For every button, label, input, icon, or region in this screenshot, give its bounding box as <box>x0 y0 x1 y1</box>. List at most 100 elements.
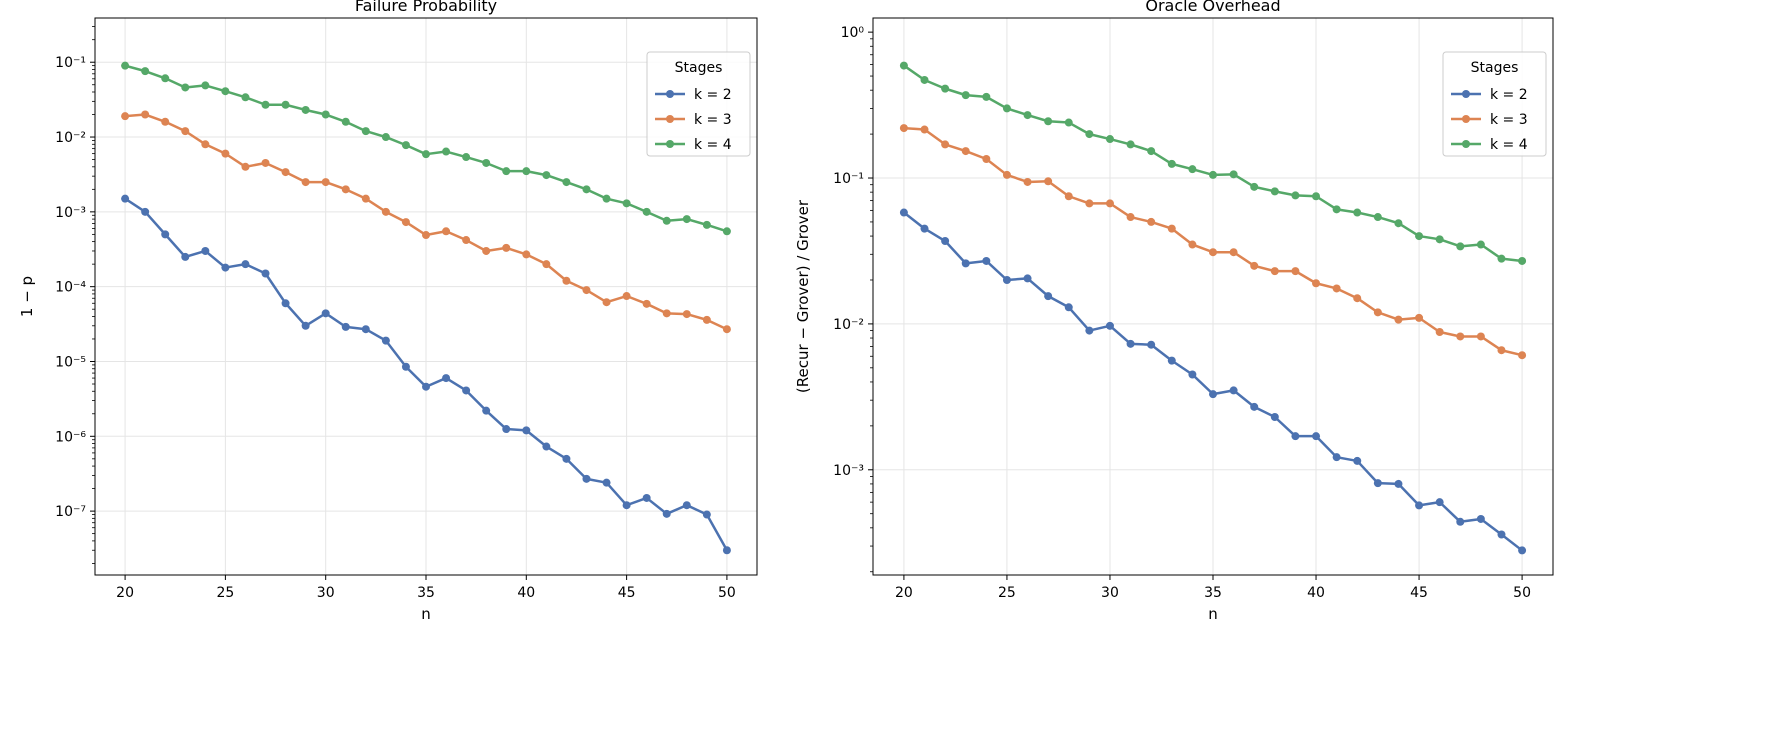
data-point-k4 <box>361 127 370 136</box>
data-point-k3 <box>401 218 410 227</box>
data-point-k4 <box>201 81 210 90</box>
data-point-k2 <box>442 374 451 383</box>
data-point-k4 <box>1476 240 1485 249</box>
data-point-k3 <box>462 236 471 245</box>
data-point-k4 <box>1209 170 1217 179</box>
data-point-k2 <box>662 509 671 518</box>
data-point-k4 <box>1167 159 1176 168</box>
data-point-k3 <box>1209 248 1217 257</box>
data-point-k4 <box>1456 242 1465 251</box>
data-point-k4 <box>1023 111 1032 120</box>
chart-0: 20 25 30 35 40 45 50 10⁻⁷ 10⁻⁶ 10⁻⁵ 10⁻⁴ 10⁻³ 10⁻² 10… <box>18 0 758 623</box>
data-point-k2 <box>201 246 210 255</box>
data-point-k2 <box>1064 303 1073 312</box>
data-point-k4 <box>221 87 230 96</box>
data-point-k3 <box>622 292 631 301</box>
data-point-k4 <box>961 91 970 100</box>
y-tick-label: 10⁻¹ <box>55 55 86 71</box>
data-point-k4 <box>1435 235 1444 244</box>
data-point-k2 <box>1373 479 1382 488</box>
data-point-k4 <box>1147 147 1156 156</box>
data-point-k2 <box>1435 498 1444 507</box>
data-point-k3 <box>1394 315 1403 324</box>
data-point-k4 <box>1229 170 1238 179</box>
data-point-k3 <box>181 127 190 136</box>
legend-marker-k3 <box>1462 115 1470 123</box>
data-point-k3 <box>1435 328 1444 337</box>
x-tick-label: 20 <box>116 585 134 601</box>
data-point-k4 <box>502 167 511 176</box>
data-point-k4 <box>381 133 390 142</box>
data-point-k3 <box>1105 199 1114 208</box>
data-point-k3 <box>1518 351 1527 360</box>
data-point-k4 <box>982 92 991 101</box>
data-point-k2 <box>1497 530 1506 539</box>
data-point-k4 <box>482 158 491 167</box>
legend-marker-k3 <box>666 115 674 123</box>
data-point-k3 <box>1064 192 1073 201</box>
x-tick-label: 50 <box>718 585 736 601</box>
data-point-k2 <box>1209 390 1217 399</box>
data-point-k4 <box>1332 205 1341 214</box>
data-point-k2 <box>1394 479 1403 488</box>
data-point-k4 <box>141 67 150 76</box>
data-point-k3 <box>301 178 310 187</box>
data-point-k3 <box>502 243 511 252</box>
data-point-k3 <box>542 260 551 269</box>
legend-title: Stages <box>1471 60 1519 76</box>
data-point-k3 <box>1415 313 1424 322</box>
x-axis-label: n <box>421 605 431 623</box>
data-point-k2 <box>121 194 130 203</box>
data-point-k2 <box>261 269 270 278</box>
data-point-k2 <box>301 321 310 330</box>
x-tick-label: 45 <box>1410 585 1428 601</box>
data-point-k2 <box>562 454 571 463</box>
data-point-k2 <box>1456 517 1465 526</box>
legend-label: k = 3 <box>1490 112 1528 128</box>
y-axis-label: 1 − p <box>18 276 36 317</box>
y-tick-label: 10⁻¹ <box>833 171 864 187</box>
legend: Stages k = 2 k = 3 k = 4 <box>646 51 751 157</box>
data-point-k2 <box>941 237 950 246</box>
data-point-k2 <box>1332 453 1341 462</box>
data-point-k2 <box>522 426 531 435</box>
data-point-k4 <box>1518 256 1527 265</box>
x-tick-label: 30 <box>1101 585 1119 601</box>
legend-marker-k4 <box>1462 140 1470 148</box>
data-point-k3 <box>1002 170 1011 179</box>
data-point-k2 <box>961 259 970 268</box>
data-point-k2 <box>1126 339 1135 348</box>
data-point-k4 <box>1044 117 1053 126</box>
data-point-k2 <box>722 546 731 555</box>
data-point-k4 <box>1126 140 1135 149</box>
data-point-k2 <box>1250 402 1259 411</box>
y-axis-label: (Recur − Grover) / Grover <box>794 199 812 393</box>
data-point-k3 <box>1497 346 1506 355</box>
legend-marker-k4 <box>666 140 674 148</box>
data-point-k2 <box>1415 501 1424 510</box>
data-point-k3 <box>161 117 170 126</box>
data-point-k4 <box>582 185 591 194</box>
data-point-k3 <box>321 178 330 187</box>
data-point-k4 <box>1105 135 1114 144</box>
data-point-k2 <box>181 252 190 261</box>
data-point-k3 <box>682 310 691 319</box>
data-point-k3 <box>920 125 929 134</box>
data-point-k3 <box>982 155 991 164</box>
data-point-k4 <box>1188 165 1197 174</box>
data-point-k2 <box>920 224 929 233</box>
data-point-k4 <box>161 74 170 83</box>
legend: Stages k = 2 k = 3 k = 4 <box>1442 51 1547 157</box>
data-point-k4 <box>1415 232 1424 241</box>
x-axis-label: n <box>1208 605 1218 623</box>
data-point-k2 <box>381 336 390 345</box>
data-point-k3 <box>1353 294 1362 303</box>
data-point-k2 <box>602 478 611 487</box>
data-point-k2 <box>1476 514 1485 523</box>
data-point-k2 <box>462 386 471 395</box>
legend-label: k = 2 <box>694 87 732 103</box>
data-point-k4 <box>261 100 270 109</box>
data-point-k4 <box>642 207 651 216</box>
data-point-k3 <box>1085 199 1094 208</box>
